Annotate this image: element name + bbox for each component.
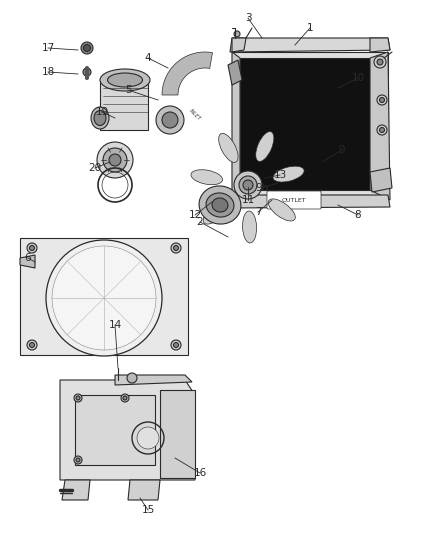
- Polygon shape: [60, 380, 195, 480]
- Circle shape: [84, 44, 91, 52]
- Text: 10: 10: [351, 73, 364, 83]
- Polygon shape: [75, 395, 155, 465]
- Ellipse shape: [191, 169, 223, 185]
- Polygon shape: [230, 195, 390, 208]
- Ellipse shape: [91, 107, 109, 129]
- Text: 6: 6: [25, 253, 31, 263]
- Circle shape: [83, 68, 91, 76]
- Circle shape: [162, 112, 178, 128]
- Circle shape: [374, 56, 386, 68]
- Circle shape: [76, 396, 80, 400]
- Polygon shape: [230, 38, 390, 52]
- Circle shape: [137, 427, 159, 449]
- Text: 2: 2: [197, 217, 203, 227]
- Text: 4: 4: [145, 53, 151, 63]
- Circle shape: [76, 458, 80, 462]
- Circle shape: [234, 171, 262, 199]
- Circle shape: [377, 59, 383, 65]
- Circle shape: [109, 154, 121, 166]
- Circle shape: [81, 42, 93, 54]
- FancyBboxPatch shape: [267, 191, 321, 209]
- Text: 18: 18: [41, 67, 55, 77]
- Circle shape: [379, 98, 385, 102]
- Circle shape: [27, 243, 37, 253]
- Ellipse shape: [212, 198, 228, 212]
- Circle shape: [239, 176, 257, 194]
- Text: 13: 13: [273, 170, 286, 180]
- Polygon shape: [100, 80, 148, 130]
- Polygon shape: [232, 52, 388, 195]
- Text: 3: 3: [245, 13, 251, 23]
- Polygon shape: [115, 375, 192, 385]
- Ellipse shape: [206, 193, 234, 217]
- Polygon shape: [370, 168, 392, 192]
- Text: 5: 5: [125, 85, 131, 95]
- Polygon shape: [232, 38, 246, 52]
- Polygon shape: [232, 52, 240, 195]
- Polygon shape: [162, 52, 212, 95]
- Circle shape: [29, 246, 35, 251]
- Ellipse shape: [203, 201, 229, 224]
- Text: 12: 12: [188, 210, 201, 220]
- Ellipse shape: [268, 199, 295, 221]
- Circle shape: [121, 394, 129, 402]
- Circle shape: [173, 343, 179, 348]
- Polygon shape: [62, 480, 90, 500]
- Ellipse shape: [273, 166, 304, 182]
- Circle shape: [377, 125, 387, 135]
- Text: 16: 16: [193, 468, 207, 478]
- Polygon shape: [240, 58, 370, 190]
- Text: 8: 8: [355, 210, 361, 220]
- Ellipse shape: [100, 69, 150, 91]
- Polygon shape: [20, 238, 188, 355]
- Ellipse shape: [243, 211, 257, 243]
- Text: 14: 14: [108, 320, 122, 330]
- Polygon shape: [370, 52, 390, 200]
- Text: 19: 19: [95, 107, 109, 117]
- Text: 11: 11: [241, 195, 254, 205]
- Text: 17: 17: [41, 43, 55, 53]
- Text: 7: 7: [254, 207, 261, 217]
- Circle shape: [52, 246, 156, 350]
- Circle shape: [234, 31, 240, 37]
- Circle shape: [243, 180, 253, 190]
- Circle shape: [74, 456, 82, 464]
- Circle shape: [173, 246, 179, 251]
- Circle shape: [123, 396, 127, 400]
- Circle shape: [74, 394, 82, 402]
- Text: 1: 1: [307, 23, 313, 33]
- Text: OUTLET: OUTLET: [282, 198, 306, 203]
- Circle shape: [156, 106, 184, 134]
- Text: 9: 9: [339, 145, 345, 155]
- Text: INLET: INLET: [188, 108, 202, 122]
- Polygon shape: [160, 390, 195, 478]
- Ellipse shape: [107, 73, 142, 87]
- Polygon shape: [128, 480, 160, 500]
- Circle shape: [46, 240, 162, 356]
- Circle shape: [29, 343, 35, 348]
- Circle shape: [27, 340, 37, 350]
- Polygon shape: [370, 38, 390, 52]
- Ellipse shape: [256, 132, 274, 161]
- Circle shape: [127, 373, 137, 383]
- Circle shape: [171, 340, 181, 350]
- Ellipse shape: [94, 110, 106, 125]
- Circle shape: [379, 127, 385, 133]
- Text: 20: 20: [88, 163, 102, 173]
- Text: 15: 15: [141, 505, 155, 515]
- Ellipse shape: [219, 133, 238, 163]
- Circle shape: [171, 243, 181, 253]
- Polygon shape: [20, 255, 35, 268]
- Ellipse shape: [199, 186, 241, 224]
- Circle shape: [103, 148, 127, 172]
- Circle shape: [377, 95, 387, 105]
- Text: 9b: 9b: [255, 183, 268, 193]
- Circle shape: [97, 142, 133, 178]
- Polygon shape: [228, 60, 242, 85]
